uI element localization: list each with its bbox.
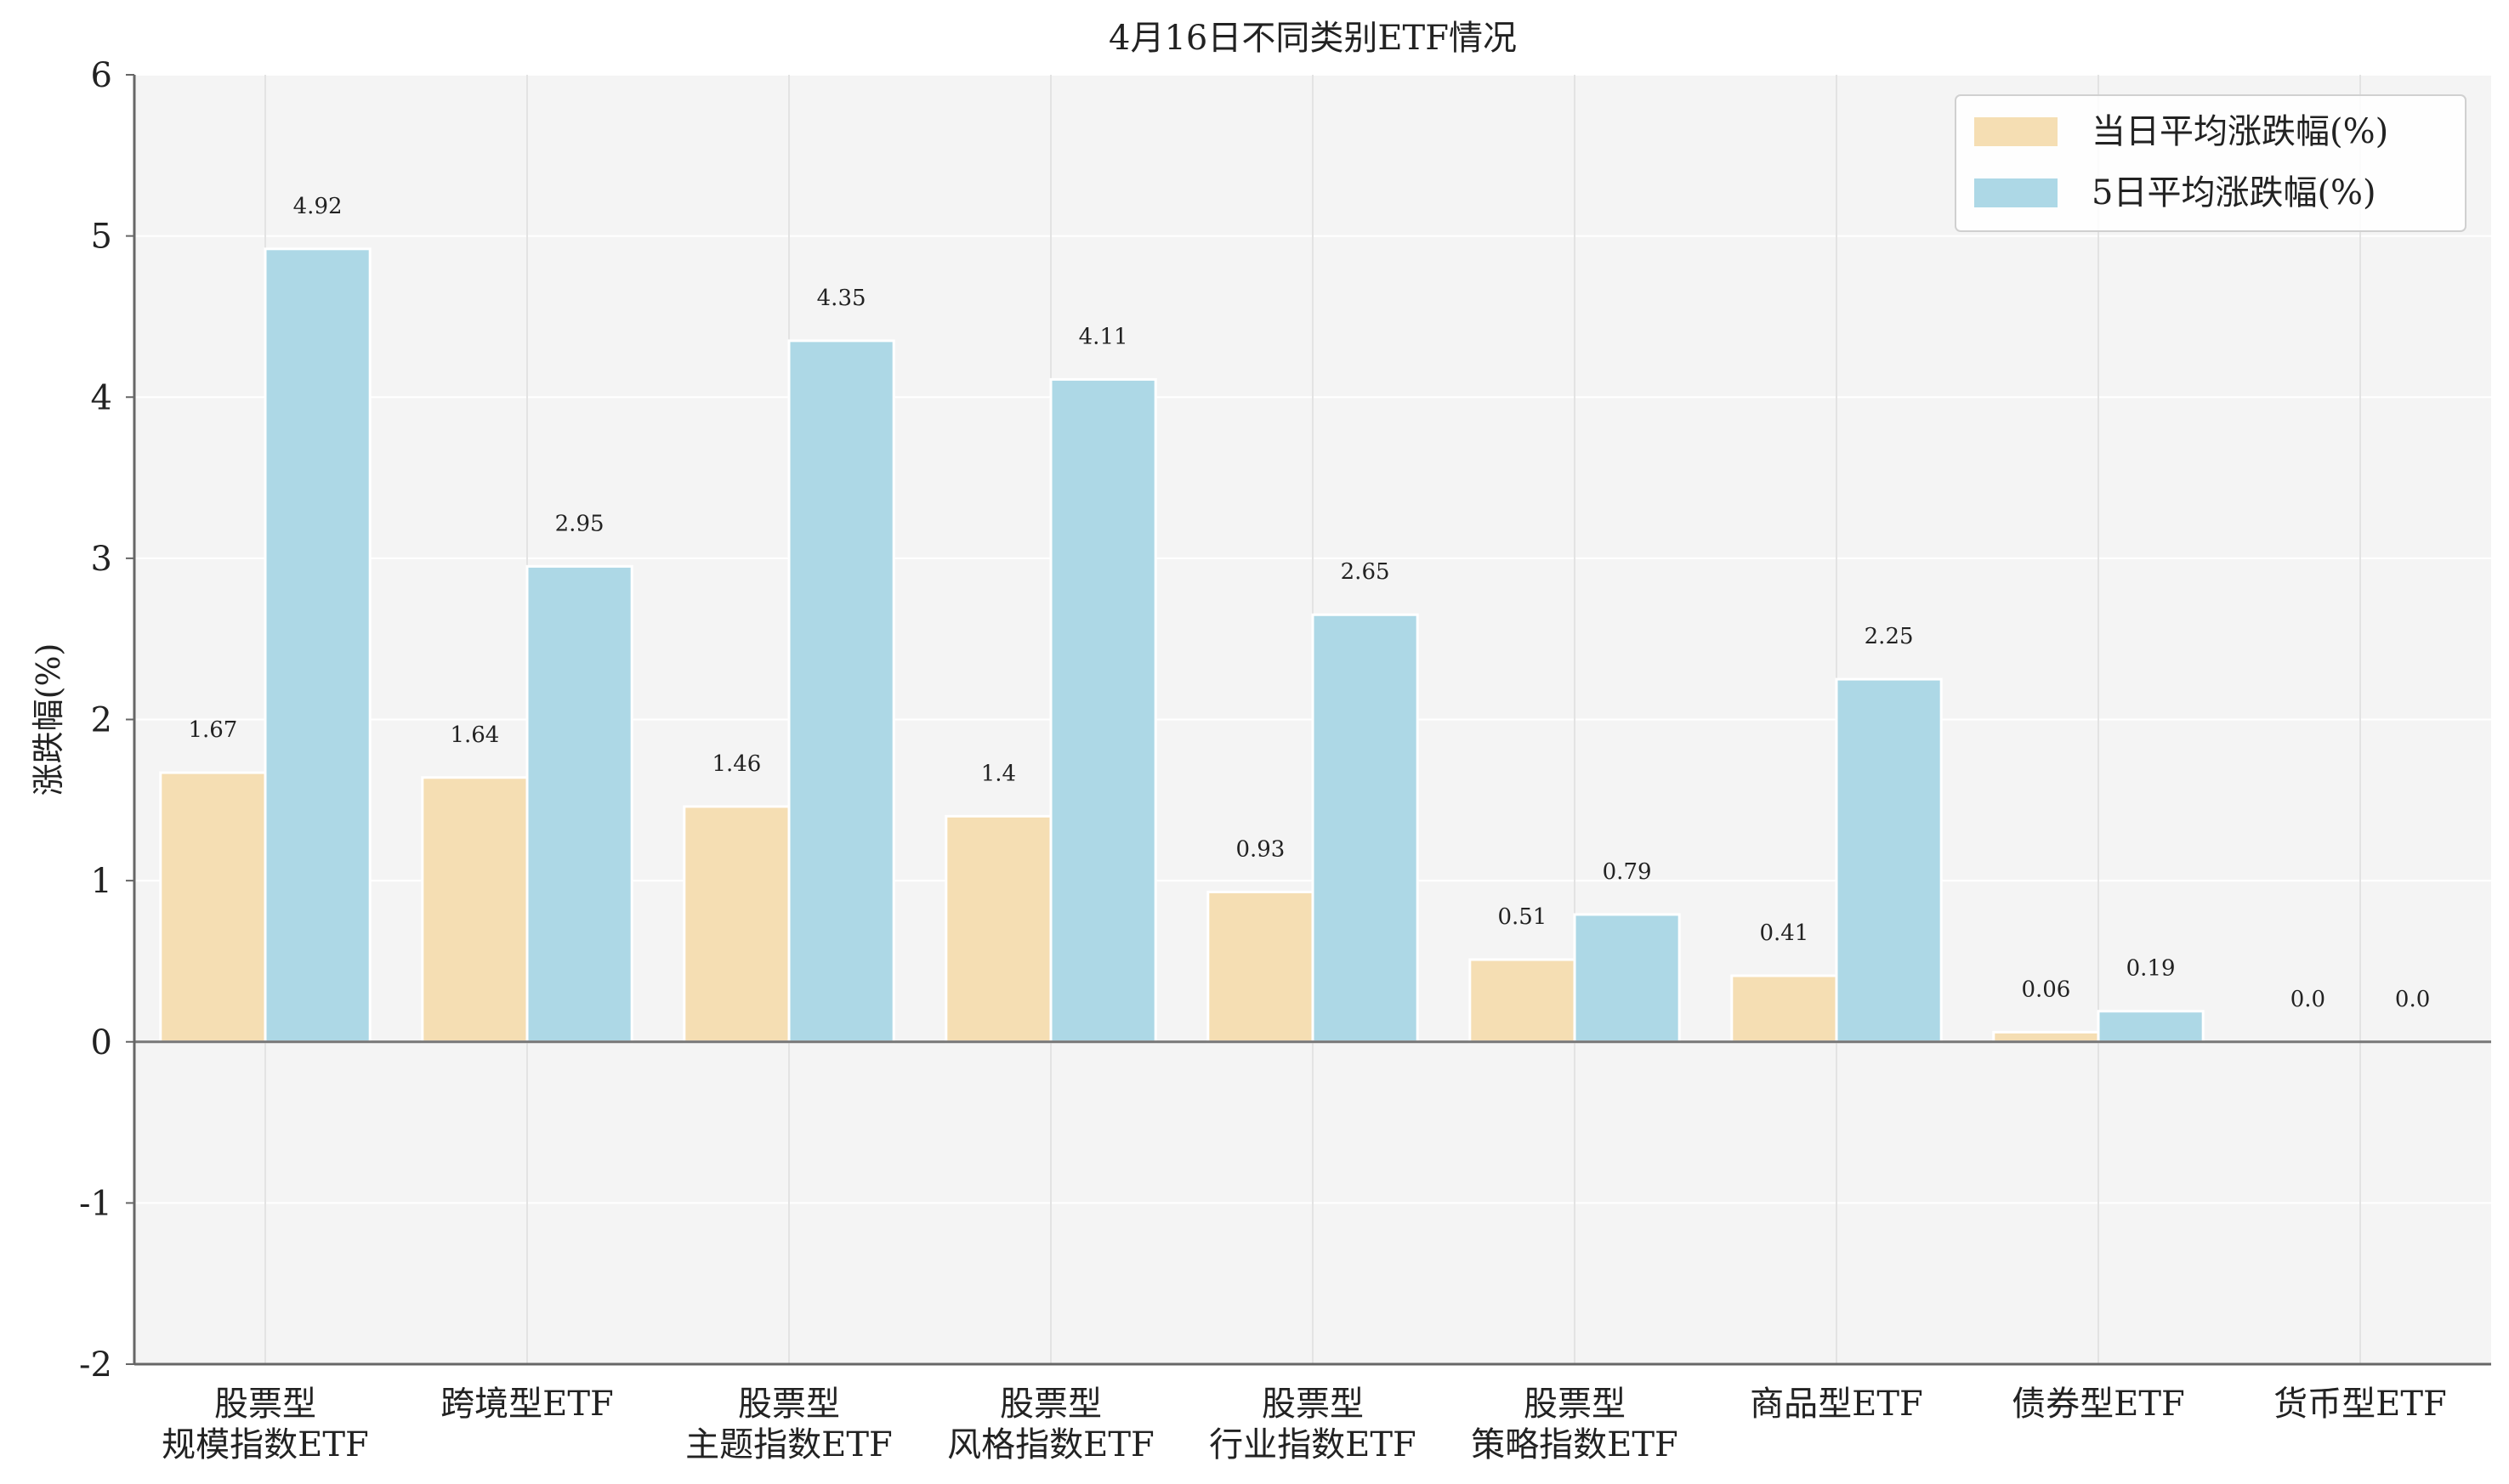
bar-daily [159,771,267,1044]
x-tick-label: 股票型主题指数ETF [685,1385,893,1464]
data-label-5day: 0.19 [2126,956,2176,982]
bar-5day [264,247,372,1044]
x-tick-label: 债券型ETF [2012,1385,2185,1424]
data-label-daily: 0.06 [2021,977,2070,1002]
legend-swatch-daily [1974,117,2058,146]
bar-daily [1468,958,1576,1044]
data-label-daily: 1.4 [981,761,1016,786]
y-tick-label: 0 [91,1023,112,1062]
bar-5day [1311,613,1419,1044]
labels: 1.67 1.641.46 1.40.930.510.410.06 0.04.922.… [79,56,2447,1464]
y-tick-label: 5 [91,218,112,257]
bar-5day [787,339,895,1044]
x-tick-label: 股票型风格指数ETF [947,1385,1155,1464]
data-label-5day: 4.35 [817,286,866,311]
data-label-5day: 2.65 [1341,559,1390,585]
x-tick-label-line: 股票型 [1000,1385,1102,1424]
data-label-daily: 0.51 [1497,904,1547,930]
data-label-daily: 0.0 [2290,987,2325,1012]
x-tick-label-line: 股票型 [738,1385,840,1424]
x-tick-label: 股票型规模指数ETF [162,1385,369,1464]
y-tick-label: 3 [91,540,112,579]
x-tick-label-line: 跨境型ETF [440,1385,614,1424]
data-label-5day: 0.0 [2395,987,2430,1012]
data-label-5day: 0.79 [1603,859,1652,885]
legend-label-5day: 5日平均涨跌幅(%) [2092,173,2376,212]
y-tick-label: 6 [91,56,112,95]
bar-daily [945,814,1053,1044]
bar-daily [683,805,791,1044]
x-tick-label-line: 风格指数ETF [947,1425,1155,1464]
bar-5day [2097,1010,2205,1044]
legend-box [1955,94,2466,232]
x-tick-label-line: 商品型ETF [1750,1385,1923,1424]
y-tick-label: 2 [91,701,112,740]
x-tick-label: 股票型行业指数ETF [1209,1385,1416,1464]
data-label-5day: 4.11 [1079,324,1128,349]
y-tick-label: 1 [91,862,112,901]
bar-5day [1835,677,1943,1044]
x-tick-label-line: 主题指数ETF [685,1425,893,1464]
x-tick-label-line: 行业指数ETF [1209,1425,1416,1464]
x-tick-label: 跨境型ETF [440,1385,614,1424]
x-tick-label-line: 规模指数ETF [162,1425,369,1464]
chart-title: 4月16日不同类别ETF情况 [1109,19,1517,58]
bar-5day [1049,377,1157,1044]
bar-daily [1206,890,1314,1044]
x-tick-label-line: 策略指数ETF [1471,1425,1678,1464]
x-tick-label-line: 货币型ETF [2273,1385,2447,1424]
data-label-daily: 0.93 [1235,836,1285,862]
bar-daily [1992,1030,2100,1044]
data-label-daily: 0.41 [1759,920,1808,946]
data-label-5day: 2.95 [555,511,605,536]
x-tick-label-line: 股票型 [1524,1385,1626,1424]
y-axis-title: 涨跌幅(%) [30,643,67,796]
bar-daily [1730,974,1838,1044]
legend: 当日平均涨跌幅(%) 5日平均涨跌幅(%) [1955,94,2466,232]
x-tick-label: 商品型ETF [1750,1385,1923,1424]
bar-daily [421,776,529,1044]
x-tick-label: 股票型策略指数ETF [1471,1385,1678,1464]
x-tick-label-line: 债券型ETF [2012,1385,2185,1424]
axes [126,74,2491,1366]
bar-5day [1573,913,1681,1044]
x-tick-label-line: 股票型 [1262,1385,1364,1424]
x-tick-label-line: 股票型 [214,1385,316,1424]
y-tick-label: -2 [79,1345,112,1385]
x-tick-label: 货币型ETF [2273,1385,2447,1424]
legend-swatch-5day [1974,178,2058,207]
data-label-5day: 4.92 [293,194,343,219]
data-label-daily: 1.67 [188,717,237,743]
data-label-daily: 1.46 [712,751,761,777]
y-tick-label: -1 [79,1184,112,1223]
y-tick-label: 4 [91,378,112,417]
data-label-5day: 2.25 [1865,624,1914,649]
legend-label-daily: 当日平均涨跌幅(%) [2092,112,2388,151]
data-label-daily: 1.64 [450,722,499,748]
bar-5day [525,564,633,1044]
